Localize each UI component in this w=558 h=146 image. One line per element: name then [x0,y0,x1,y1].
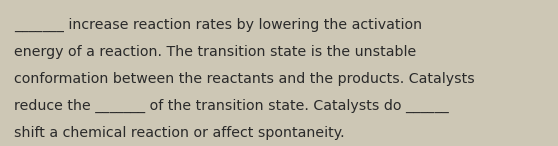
Text: _______ increase reaction rates by lowering the activation: _______ increase reaction rates by lower… [14,18,422,32]
Text: reduce the _______ of the transition state. Catalysts do ______: reduce the _______ of the transition sta… [14,99,449,113]
Text: energy of a reaction. The transition state is the unstable: energy of a reaction. The transition sta… [14,45,416,59]
Text: shift a chemical reaction or affect spontaneity.: shift a chemical reaction or affect spon… [14,126,345,140]
Text: conformation between the reactants and the products. Catalysts: conformation between the reactants and t… [14,72,475,86]
